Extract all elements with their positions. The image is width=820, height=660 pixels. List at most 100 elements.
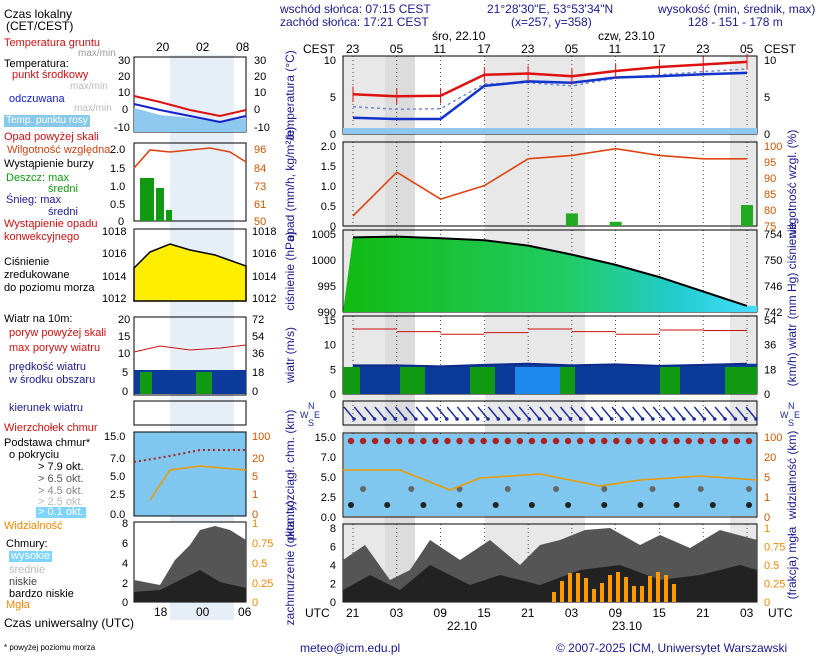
humid-tick-right: 75 [764, 221, 776, 233]
wind-kmh-tick-right: 54 [764, 315, 776, 327]
wind-arrow [632, 406, 644, 420]
legend-cl-mid: średnie [9, 564, 46, 576]
mini-wind-tick: 15 [118, 331, 130, 343]
mini-humidity-line [133, 147, 247, 169]
legend-visibility: Widzialność [4, 520, 63, 532]
mini-temp-ticks: 30 20 10 0 -10 30 20 10 0 -10 [114, 55, 270, 134]
fog-bar [576, 573, 580, 602]
cover-tick-left: 4 [330, 560, 336, 572]
cloud-base-dot [697, 486, 704, 492]
wind-arrow [364, 406, 376, 420]
cover-axis-label: zachmurzenie (oktanty) [283, 501, 297, 626]
mini-wind-tick-r: 36 [252, 348, 264, 360]
wind-arrow-head [692, 417, 696, 421]
precip-tick-left: 1.5 [321, 161, 336, 173]
temp-tick-left: 5 [330, 92, 336, 104]
mini-cover-tick: 2 [122, 578, 128, 590]
wind-arrow [518, 406, 530, 420]
wind-arrow [601, 406, 613, 420]
mini-vis-tick: 0 [252, 509, 258, 521]
wind-arrow-head [383, 417, 387, 421]
cloud-top-dot [709, 437, 717, 445]
cloud-top-dot [697, 437, 704, 445]
top-time-tick: 05 [565, 42, 579, 56]
mini-fog-tick: 0.5 [252, 558, 267, 570]
cloud-top-dot [468, 437, 475, 445]
cloud-base-dot [408, 486, 415, 492]
fog-tick-right: 0.75 [764, 542, 785, 554]
wind-band-green [660, 366, 680, 394]
cloud-top-dot [432, 437, 439, 445]
wind-arrow-head [712, 417, 717, 421]
wind-arrow [673, 406, 685, 420]
legend-okt-1: > 7.9 okt. [38, 461, 84, 473]
mini-wind-ticks: 20 15 10 5 0 72 54 36 18 0 [118, 314, 264, 398]
footer-email[interactable]: meteo@icm.edu.pl [300, 641, 401, 655]
cloud-top-dot [383, 437, 391, 445]
compass-s: S [788, 418, 794, 428]
cloud-base-dot [649, 486, 656, 492]
wind-arrow [415, 406, 427, 420]
legend-humidity: Wilgotność względna [7, 144, 111, 156]
mini-vis-tick: 100 [252, 431, 270, 443]
pressure-line [352, 235, 748, 307]
cloud-top-dot [371, 437, 379, 445]
wind-axis-label-right: (km/h) wiatr [785, 324, 799, 387]
visibility-line [343, 469, 758, 491]
wind-arrow [467, 406, 479, 420]
precip-tick-left: 1.0 [321, 181, 336, 193]
sunset-text: zachód słońca: 17:21 CEST [280, 15, 429, 29]
cloud-top-dot [721, 437, 729, 445]
top-time-tick: 23 [521, 42, 535, 56]
bottom-time-tick: 21 [521, 606, 535, 620]
wind-arrow [374, 406, 386, 420]
mini-precip-tick: 1.5 [110, 163, 125, 175]
cloud-panel [342, 432, 758, 518]
wind-arrow-head [517, 417, 521, 421]
mini-temp-fill [134, 108, 246, 132]
legend-max-min: max/min [70, 81, 108, 92]
cloud-base-dot [456, 502, 463, 508]
fog-bar [648, 576, 652, 602]
wind-band-green [343, 366, 360, 394]
temp-series-line [352, 60, 748, 98]
mini-humid-tick: 84 [254, 163, 266, 175]
wind-tick-left: 15 [324, 315, 336, 327]
mini-wind-tick: 20 [118, 314, 130, 326]
footnote: * powyżej poziomu morza [4, 643, 96, 652]
legend-cloud-base-2: o pokryciu [9, 449, 60, 461]
cloud-top-dot [347, 437, 355, 445]
mini-wind-band-green [140, 372, 152, 394]
mini-wind-tick-r: 0 [252, 386, 258, 398]
legend-okt-5: > 0.1 okt. [36, 507, 86, 518]
utc-label-left: UTC [305, 606, 330, 620]
coords-text: 21°28'30"E, 53°53'34"N [487, 2, 614, 16]
compass-w: W [780, 410, 789, 420]
mini-cover-tick: 4 [122, 558, 128, 570]
cover-tick-left: 6 [330, 542, 336, 554]
mini-cloud-ticks: 15.0 7.0 5.0 2.5 0.0 100 20 5 1 0 [104, 431, 270, 521]
mini-wind-band-green [196, 372, 212, 394]
wind-arrow [745, 406, 757, 420]
wind-arrow [425, 406, 437, 420]
day-label-2: czw, 23.10 [598, 29, 655, 43]
wind-arrow-head [578, 417, 583, 421]
cloud-top-dot [456, 437, 463, 445]
top-time-tick: 05 [390, 42, 404, 56]
mini-feels-line [133, 103, 247, 124]
mini-wind-tick: 5 [122, 367, 128, 379]
mini-cloud-tick: 5.0 [110, 471, 125, 483]
legend-cloud-base-1: Podstawa chmur* [4, 437, 91, 449]
legend-utc: Czas uniwersalny (UTC) [4, 616, 135, 630]
legend-wind-10m: Wiatr na 10m: [4, 313, 73, 325]
compass-e: E [314, 410, 320, 420]
cloud-top-dot [492, 437, 499, 445]
night-band [730, 56, 757, 602]
wind-arrow [714, 406, 726, 420]
mini-precip-tick: 0.5 [110, 199, 125, 211]
legend-clouds: Chmury: [6, 538, 48, 550]
mini-vis-tick: 1 [252, 489, 258, 501]
cover-tick-left: 0 [330, 597, 336, 609]
fog-bar [600, 583, 604, 602]
temp-tick-right: 0 [764, 129, 770, 141]
